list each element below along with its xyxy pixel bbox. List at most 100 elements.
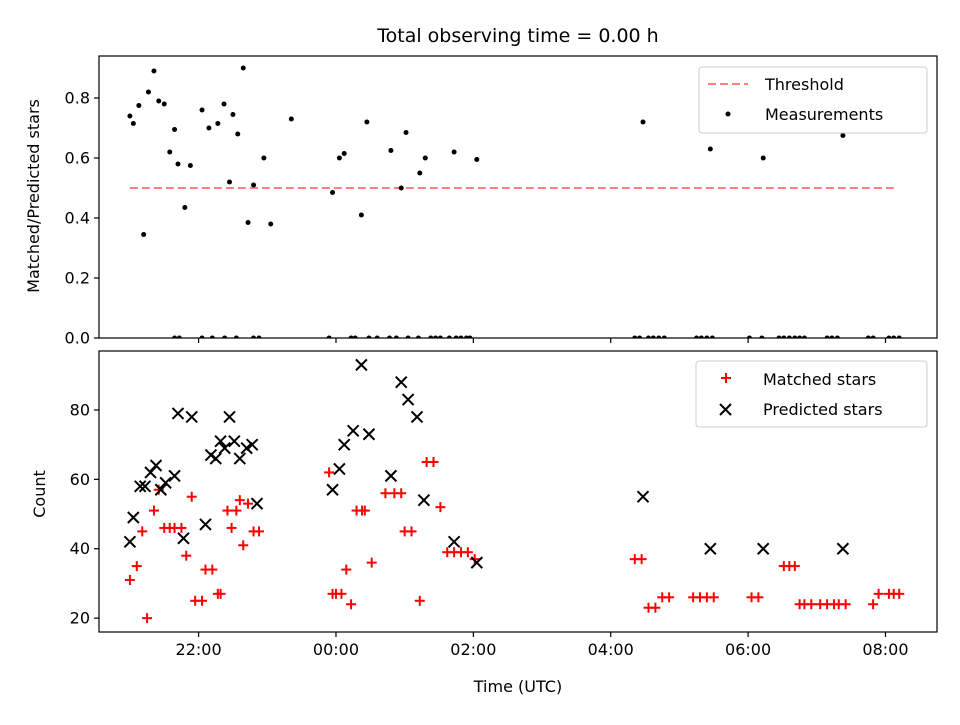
measurement-point bbox=[358, 212, 364, 218]
matched-star-marker bbox=[650, 602, 661, 613]
count-axes: 22:00 00:00 02:00 04:00 06:00 08:00 20 40 60 80 bbox=[70, 350, 938, 659]
predicted-star-marker bbox=[384, 469, 398, 483]
measurement-point bbox=[824, 335, 830, 338]
predicted-star-marker bbox=[214, 434, 227, 448]
predicted-star-marker bbox=[144, 466, 157, 479]
ratio-legend: Threshold Measurements bbox=[698, 66, 928, 134]
matched-star-marker bbox=[428, 457, 439, 468]
measurement-point bbox=[698, 335, 704, 338]
predicted-star-marker bbox=[171, 407, 185, 420]
matched-star-marker bbox=[868, 599, 879, 610]
measurement-point bbox=[776, 335, 782, 338]
y-tick-label: 0.4 bbox=[65, 209, 90, 228]
predicted-star-marker bbox=[209, 452, 222, 465]
matched-star-marker bbox=[341, 564, 352, 575]
measurement-point bbox=[891, 335, 897, 338]
predicted-star-marker bbox=[395, 376, 408, 389]
measurement-point bbox=[141, 232, 147, 237]
measurement-point bbox=[245, 220, 251, 225]
count-plot-area bbox=[123, 358, 905, 624]
measurement-point bbox=[326, 335, 332, 338]
predicted-star-marker bbox=[134, 480, 147, 493]
measurement-point bbox=[637, 335, 643, 338]
measurement-point bbox=[834, 335, 840, 338]
measurement-point bbox=[268, 221, 274, 227]
measurement-point bbox=[467, 335, 473, 338]
matched-star-marker bbox=[254, 526, 265, 537]
matched-star-marker bbox=[406, 526, 417, 537]
measurement-point bbox=[446, 335, 452, 338]
legend-predicted-label: Predicted stars bbox=[763, 400, 883, 419]
matched-star-marker bbox=[234, 495, 245, 506]
measurement-point bbox=[199, 107, 205, 113]
predicted-star-marker bbox=[149, 459, 163, 472]
matched-star-marker bbox=[753, 592, 764, 603]
measurement-point bbox=[437, 335, 443, 338]
axes-frame bbox=[98, 350, 938, 633]
count-legend: Matched stars Predicted stars bbox=[695, 360, 928, 428]
y-tick-label: 20 bbox=[70, 609, 90, 628]
legend-matched-label: Matched stars bbox=[763, 370, 876, 389]
measurement-point bbox=[366, 335, 372, 338]
x-tick-label: 22:00 bbox=[176, 640, 222, 659]
measurement-point bbox=[206, 125, 212, 131]
series-group bbox=[123, 358, 905, 624]
measurement-point bbox=[398, 185, 404, 191]
ratio-legend-frame bbox=[698, 66, 928, 134]
measurement-point bbox=[474, 157, 480, 162]
measurement-point bbox=[709, 335, 715, 338]
matched-star-marker bbox=[359, 505, 370, 516]
measurement-point bbox=[451, 149, 457, 155]
matched-star-marker bbox=[462, 547, 473, 558]
predicted-star-marker bbox=[123, 535, 137, 549]
matched-star-marker bbox=[148, 505, 159, 516]
measurement-point bbox=[199, 335, 205, 338]
predicted-star-marker bbox=[470, 556, 483, 569]
predicted-star-marker bbox=[836, 542, 850, 555]
measurement-point bbox=[348, 335, 354, 338]
predicted-star-marker bbox=[346, 424, 360, 437]
measurement-point bbox=[840, 133, 846, 138]
matched-star-marker bbox=[636, 554, 647, 565]
measurement-point bbox=[261, 155, 267, 161]
matched-star-marker bbox=[226, 522, 237, 533]
measurement-point bbox=[759, 335, 765, 338]
y-tick-label: 40 bbox=[70, 539, 90, 558]
measurement-point bbox=[288, 116, 294, 122]
legend-threshold-label: Threshold bbox=[764, 75, 844, 94]
measurement-point bbox=[364, 119, 370, 125]
predicted-star-marker bbox=[326, 483, 339, 496]
matched-star-marker bbox=[324, 467, 335, 478]
matched-star-marker bbox=[137, 526, 148, 537]
measurement-point bbox=[694, 335, 700, 338]
measurement-point bbox=[829, 335, 835, 338]
matched-star-marker bbox=[142, 613, 153, 624]
predicted-star-marker bbox=[245, 438, 259, 451]
matched-star-marker bbox=[435, 502, 446, 513]
predicted-star-marker bbox=[704, 542, 717, 555]
measurement-point bbox=[387, 335, 393, 338]
measurement-point bbox=[403, 130, 409, 135]
measurement-point bbox=[870, 335, 876, 338]
matched-star-marker bbox=[380, 488, 391, 499]
measurement-point bbox=[172, 335, 178, 338]
measurement-point bbox=[786, 335, 792, 338]
measurement-point bbox=[151, 68, 157, 74]
measurement-point bbox=[388, 148, 394, 153]
predicted-star-marker bbox=[233, 452, 247, 465]
measurement-point bbox=[865, 335, 871, 338]
ratio-plot-area bbox=[127, 65, 902, 338]
matched-star-marker bbox=[840, 599, 851, 610]
measurement-point bbox=[792, 335, 798, 338]
measurement-point bbox=[896, 335, 902, 338]
measurement-point bbox=[251, 335, 257, 338]
measurement-point bbox=[330, 190, 336, 195]
measurement-point bbox=[130, 121, 136, 126]
predicted-star-marker bbox=[250, 497, 264, 510]
matched-star-marker bbox=[346, 599, 357, 610]
matched-star-marker bbox=[207, 564, 218, 575]
y-tick-label: 0.8 bbox=[65, 89, 90, 108]
matched-star-marker bbox=[131, 561, 142, 572]
